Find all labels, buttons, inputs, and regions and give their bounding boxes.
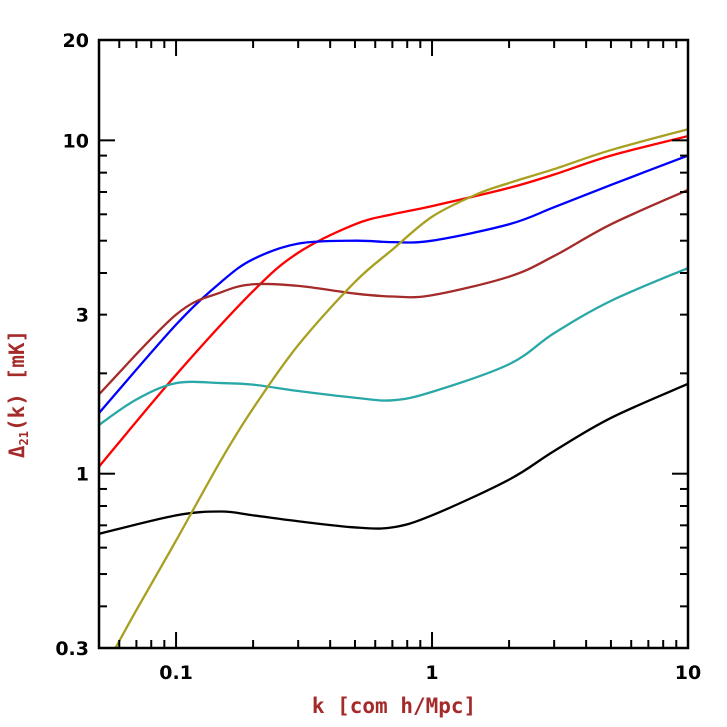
series-line-5 bbox=[98, 382, 689, 535]
x-tick-label: 10 bbox=[675, 662, 701, 684]
x-axis-label: k [com h/Mpc] bbox=[312, 694, 476, 718]
series-line-4 bbox=[98, 266, 689, 426]
y-tick-label: 0.3 bbox=[55, 638, 89, 660]
x-tick-label: 1 bbox=[425, 662, 438, 684]
x-tick-label: 0.1 bbox=[159, 662, 193, 684]
y-tick-label: 10 bbox=[63, 130, 89, 152]
y-tick-label: 20 bbox=[63, 30, 89, 52]
y-tick-label: 1 bbox=[76, 464, 89, 486]
y-axis-label-delta: Δ bbox=[5, 445, 29, 458]
y-axis-label-subscript: 21 bbox=[17, 431, 31, 445]
series-layer bbox=[98, 128, 689, 649]
plot-frame bbox=[97, 38, 690, 650]
series-line-2 bbox=[98, 154, 689, 414]
series-line-1 bbox=[98, 134, 689, 468]
series-line-3 bbox=[98, 188, 689, 396]
y-axis-label: Δ21(k) [mK] bbox=[5, 330, 31, 458]
ticks: 0.1 1 10 0.3 1 3 10 20 bbox=[55, 30, 701, 684]
y-tick-label: 3 bbox=[76, 305, 89, 327]
y-axis-label-rest: (k) [mK] bbox=[5, 330, 29, 431]
series-line-6 bbox=[114, 128, 689, 649]
